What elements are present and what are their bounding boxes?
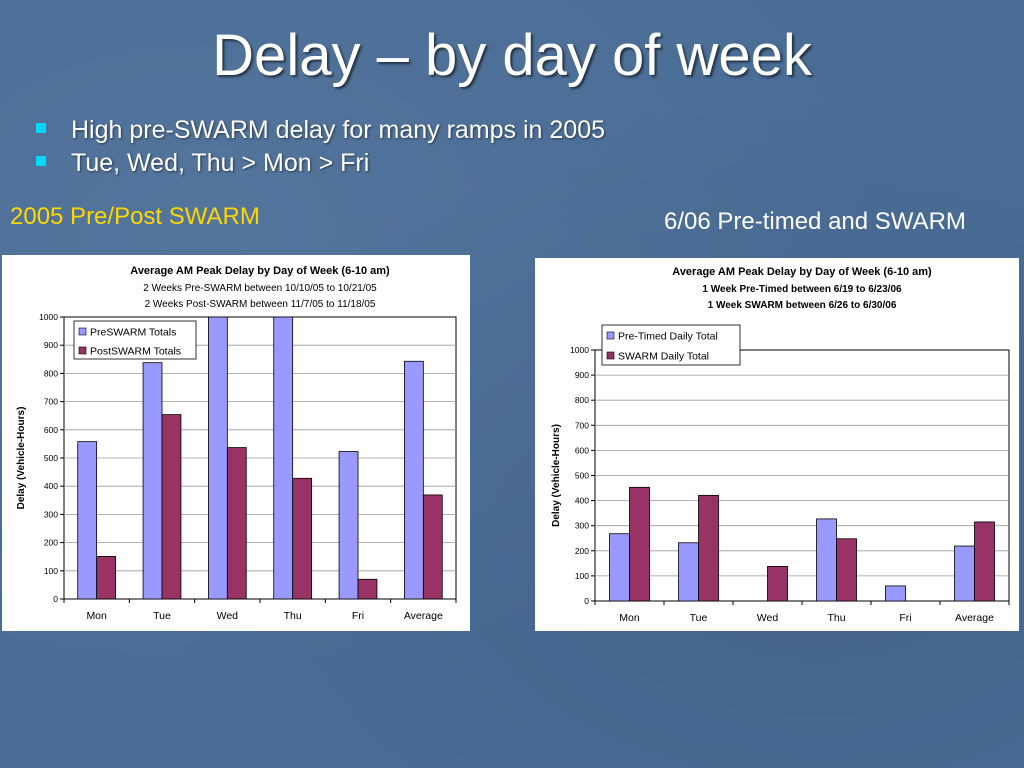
x-category-label: Thu bbox=[284, 610, 302, 622]
y-tick-label: 500 bbox=[44, 453, 58, 463]
bar-series1-fri bbox=[885, 585, 906, 602]
y-tick-label: 1000 bbox=[39, 312, 58, 322]
bar-series1-wed bbox=[207, 316, 228, 600]
bar-series2-average bbox=[974, 521, 995, 602]
x-category-label: Fri bbox=[352, 610, 364, 622]
y-tick-label: 800 bbox=[44, 368, 58, 378]
bar-series1-mon bbox=[609, 533, 630, 602]
x-category-label: Thu bbox=[827, 612, 845, 624]
bullet-item: High pre-SWARM delay for many ramps in 2… bbox=[36, 114, 605, 147]
bar-series2-tue bbox=[698, 494, 719, 602]
x-category-label: Mon bbox=[619, 612, 640, 624]
slide-title: Delay – by day of week bbox=[212, 23, 812, 88]
bar-series2-thu bbox=[292, 477, 313, 600]
y-tick-label: 400 bbox=[575, 496, 589, 506]
legend-swatch bbox=[606, 331, 615, 340]
y-tick-label: 300 bbox=[44, 509, 58, 519]
x-category-label: Tue bbox=[153, 610, 171, 622]
y-tick-label: 100 bbox=[575, 571, 589, 581]
y-tick-label: 200 bbox=[44, 538, 58, 548]
legend-swatch bbox=[78, 327, 87, 336]
legend-swatch bbox=[606, 351, 615, 360]
chart-subtitle: 2 Weeks Post-SWARM between 11/7/05 to 11… bbox=[145, 299, 376, 310]
bar-series1-tue bbox=[678, 542, 699, 602]
y-tick-label: 900 bbox=[575, 370, 589, 380]
y-axis-label: Delay (Vehicle-Hours) bbox=[16, 407, 27, 510]
left-bar-chart: Average AM Peak Delay by Day of Week (6-… bbox=[16, 265, 457, 622]
legend-swatch bbox=[78, 346, 87, 355]
bullet-item: Tue, Wed, Thu > Mon > Fri bbox=[36, 147, 605, 180]
y-tick-label: 700 bbox=[575, 420, 589, 430]
right-chart-panel: Average AM Peak Delay by Day of Week (6-… bbox=[535, 258, 1019, 631]
bar-series2-mon bbox=[96, 556, 117, 600]
square-bullet-icon bbox=[36, 156, 46, 167]
legend-label: PostSWARM Totals bbox=[90, 346, 181, 358]
y-tick-label: 800 bbox=[575, 395, 589, 405]
y-tick-label: 600 bbox=[575, 445, 589, 455]
chart-subtitle: 1 Week SWARM between 6/26 to 6/30/06 bbox=[708, 300, 897, 311]
bullet-text: Tue, Wed, Thu > Mon > Fri bbox=[71, 149, 370, 177]
y-tick-label: 600 bbox=[44, 425, 58, 435]
bar-series2-tue bbox=[161, 414, 182, 600]
y-tick-label: 100 bbox=[44, 566, 58, 576]
legend-box bbox=[73, 320, 197, 360]
x-category-label: Mon bbox=[86, 610, 107, 622]
legend-label: PreSWARM Totals bbox=[90, 327, 176, 339]
bar-series2-wed bbox=[767, 565, 788, 602]
legend-label: SWARM Daily Total bbox=[618, 351, 709, 363]
legend-label: Pre-Timed Daily Total bbox=[618, 331, 718, 343]
y-tick-label: 500 bbox=[575, 471, 589, 481]
left-chart-panel: Average AM Peak Delay by Day of Week (6-… bbox=[2, 255, 470, 631]
y-tick-label: 400 bbox=[44, 481, 58, 491]
x-category-label: Tue bbox=[690, 612, 708, 624]
y-tick-label: 0 bbox=[53, 594, 58, 604]
bar-series2-average bbox=[422, 494, 443, 600]
y-tick-label: 0 bbox=[584, 596, 589, 606]
bar-series1-average bbox=[954, 545, 975, 602]
bar-series1-tue bbox=[142, 362, 163, 600]
y-tick-label: 300 bbox=[575, 521, 589, 531]
bullet-text: High pre-SWARM delay for many ramps in 2… bbox=[71, 116, 605, 144]
chart-title: Average AM Peak Delay by Day of Week (6-… bbox=[130, 265, 390, 277]
bar-series2-fri bbox=[357, 578, 378, 600]
left-chart-caption: 2005 Pre/Post SWARM bbox=[10, 203, 260, 230]
bar-series1-average bbox=[403, 360, 424, 600]
chart-subtitle: 2 Weeks Pre-SWARM between 10/10/05 to 10… bbox=[143, 283, 377, 294]
x-category-label: Fri bbox=[899, 612, 911, 624]
chart-title: Average AM Peak Delay by Day of Week (6-… bbox=[672, 266, 932, 278]
legend-box bbox=[601, 324, 741, 366]
right-bar-chart: Average AM Peak Delay by Day of Week (6-… bbox=[551, 266, 1010, 624]
y-tick-label: 200 bbox=[575, 546, 589, 556]
y-axis-label: Delay (Vehicle-Hours) bbox=[551, 424, 562, 527]
x-category-label: Average bbox=[404, 610, 443, 622]
chart-subtitle: 1 Week Pre-Timed between 6/19 to 6/23/06 bbox=[702, 284, 902, 295]
bullet-list: High pre-SWARM delay for many ramps in 2… bbox=[36, 114, 605, 180]
square-bullet-icon bbox=[36, 123, 46, 134]
x-category-label: Average bbox=[955, 612, 994, 624]
bar-series1-thu bbox=[816, 518, 837, 602]
y-tick-label: 700 bbox=[44, 397, 58, 407]
bar-series2-thu bbox=[836, 538, 857, 602]
x-category-label: Wed bbox=[757, 612, 779, 624]
bar-series1-mon bbox=[77, 441, 98, 600]
bar-series2-wed bbox=[226, 447, 247, 600]
bar-series2-mon bbox=[629, 486, 650, 602]
x-category-label: Wed bbox=[217, 610, 239, 622]
y-tick-label: 1000 bbox=[570, 345, 589, 355]
bar-series1-fri bbox=[338, 451, 359, 600]
bar-series1-thu bbox=[273, 316, 294, 600]
right-chart-caption: 6/06 Pre-timed and SWARM bbox=[664, 208, 966, 235]
y-tick-label: 900 bbox=[44, 340, 58, 350]
